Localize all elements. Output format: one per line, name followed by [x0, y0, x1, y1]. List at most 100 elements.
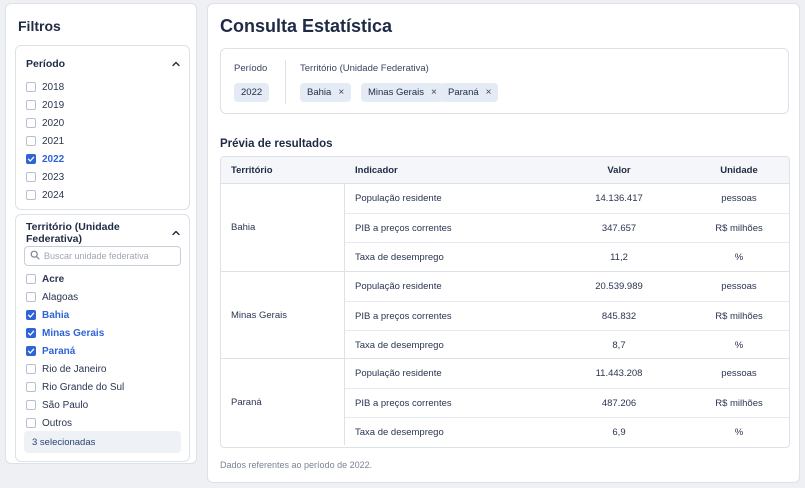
periodo-checkbox-list: 2018 2019 2020 2021 2022 2023 2024: [26, 78, 181, 204]
checkbox[interactable]: [26, 274, 36, 284]
checkbox-label: 2019: [42, 99, 65, 111]
cell-unidade: R$ milhões: [715, 223, 763, 234]
territorio-chip: Paraná ×: [441, 83, 499, 102]
checkbox[interactable]: [26, 172, 36, 182]
header-territorio: Território: [231, 165, 273, 176]
checkbox[interactable]: [26, 118, 36, 128]
cell-unidade: R$ milhões: [715, 311, 763, 322]
checkbox-row[interactable]: Paraná: [26, 342, 181, 360]
table-row: Taxa de desemprego 11,2%: [345, 242, 789, 271]
check-icon: [27, 312, 35, 318]
checkbox-row[interactable]: 2024: [26, 186, 181, 204]
periodo-panel-title: Período: [26, 58, 66, 70]
table-group: Minas Gerais População residente 20.539.98…: [221, 271, 789, 358]
header-indicador: Indicador: [355, 165, 398, 176]
checkbox-row[interactable]: Alagoas: [26, 288, 181, 306]
checkbox-row[interactable]: 2023: [26, 168, 181, 186]
checkbox[interactable]: [26, 382, 36, 392]
main-content: Consulta Estatística Período 2022 Territ…: [207, 3, 800, 483]
checkbox-row[interactable]: 2022: [26, 150, 181, 168]
page-title: Consulta Estatística: [220, 16, 393, 36]
table-group: Bahia População residente 14.136.417 pessoa…: [221, 184, 789, 271]
checkbox[interactable]: [26, 292, 36, 302]
chip-label: Paraná: [448, 87, 479, 98]
checkbox-row[interactable]: Rio Grande do Sul: [26, 378, 181, 396]
checkbox[interactable]: [26, 418, 36, 428]
table-row: Taxa de desemprego 8,7%: [345, 330, 789, 359]
chevron-up-icon[interactable]: [171, 228, 181, 238]
checkbox-label: Paraná: [42, 345, 76, 357]
checkbox-label: Minas Gerais: [42, 327, 105, 339]
checkbox-row[interactable]: 2020: [26, 114, 181, 132]
header-valor: Valor: [607, 165, 631, 176]
cell-indicador: PIB a preços correntes: [355, 398, 452, 409]
table-header: Território Indicador Valor Unidade: [221, 157, 789, 184]
sidebar-title: Filtros: [18, 18, 61, 34]
table-row: População residente 20.539.989 pessoas: [345, 272, 789, 301]
close-icon[interactable]: ×: [485, 86, 492, 98]
territorio-checkbox-list: Acre Alagoas Bahia Minas Gerais Paraná Rio de…: [26, 270, 181, 432]
cell-territorio: Paraná: [221, 359, 345, 445]
table-row: PIB a preços correntes 347.657 R$ milhões: [345, 213, 789, 242]
cell-valor: 14.136.417: [595, 193, 643, 204]
checkbox-row[interactable]: 2021: [26, 132, 181, 150]
table-row: PIB a preços correntes 845.832 R$ milhões: [345, 301, 789, 330]
selected-count: 3 selecionadas: [24, 431, 181, 453]
results-table: Território Indicador Valor Unidade Bahia…: [220, 156, 790, 448]
cell-indicador: PIB a preços correntes: [355, 223, 452, 234]
checkbox-checked[interactable]: [26, 328, 36, 338]
checkbox[interactable]: [26, 136, 36, 146]
search-icon: [30, 247, 40, 265]
checkbox-row[interactable]: Outros: [26, 414, 181, 432]
check-icon: [27, 330, 35, 336]
checkbox-row[interactable]: Bahia: [26, 306, 181, 324]
checkbox-row[interactable]: Rio de Janeiro: [26, 360, 181, 378]
checkbox-label: 2024: [42, 189, 65, 201]
cell-indicador: População residente: [355, 281, 442, 292]
cell-valor: 6,9: [612, 427, 626, 438]
checkbox[interactable]: [26, 364, 36, 374]
checkbox-row[interactable]: Acre: [26, 270, 181, 288]
checkbox-checked[interactable]: [26, 154, 36, 164]
checkbox[interactable]: [26, 400, 36, 410]
table-row: População residente 11.443.208 pessoas: [345, 359, 789, 388]
territorio-search-input[interactable]: [44, 251, 174, 261]
territorio-search[interactable]: [24, 246, 181, 266]
checkbox-row[interactable]: 2018: [26, 78, 181, 96]
checkbox-row[interactable]: 2019: [26, 96, 181, 114]
checkbox-label: Bahia: [42, 309, 70, 321]
cell-territorio: Minas Gerais: [221, 272, 345, 358]
cell-unidade: %: [734, 252, 744, 263]
cell-valor: 11,2: [610, 252, 628, 263]
checkbox-label: São Paulo: [42, 399, 89, 411]
close-icon[interactable]: ×: [338, 86, 345, 98]
close-icon[interactable]: ×: [430, 86, 437, 98]
chevron-up-icon[interactable]: [171, 59, 181, 69]
footnote: Dados referentes ao período de 2022.: [220, 460, 373, 470]
cell-unidade: pessoas: [721, 368, 757, 379]
periodo-panel-header[interactable]: Período: [26, 56, 181, 72]
checkbox-label: Outros: [42, 417, 73, 429]
header-unidade: Unidade: [720, 165, 758, 176]
filters-sidebar: Filtros Período 2018 2019 2020 2021 2022 2023…: [5, 3, 197, 464]
cell-indicador: População residente: [355, 193, 442, 204]
check-icon: [27, 348, 35, 354]
checkbox-checked[interactable]: [26, 310, 36, 320]
checkbox[interactable]: [26, 82, 36, 92]
chip-label: Bahia: [307, 87, 332, 98]
checkbox-row[interactable]: São Paulo: [26, 396, 181, 414]
cell-indicador: Taxa de desemprego: [355, 427, 444, 438]
table-row: Taxa de desemprego 6,9%: [345, 417, 789, 446]
territorio-panel-header[interactable]: Território (Unidade Federativa): [26, 221, 181, 245]
checkbox[interactable]: [26, 100, 36, 110]
check-icon: [27, 156, 35, 162]
checkbox-row[interactable]: Minas Gerais: [26, 324, 181, 342]
checkbox-checked[interactable]: [26, 346, 36, 356]
territorio-summary-label: Território (Unidade Federativa): [300, 63, 429, 74]
checkbox-label: Alagoas: [42, 291, 79, 303]
territorio-panel-title: Território (Unidade Federativa): [26, 221, 120, 245]
checkbox[interactable]: [26, 190, 36, 200]
checkbox-label: 2021: [42, 135, 65, 147]
cell-unidade: %: [734, 427, 744, 438]
cell-valor: 845.832: [601, 311, 637, 322]
